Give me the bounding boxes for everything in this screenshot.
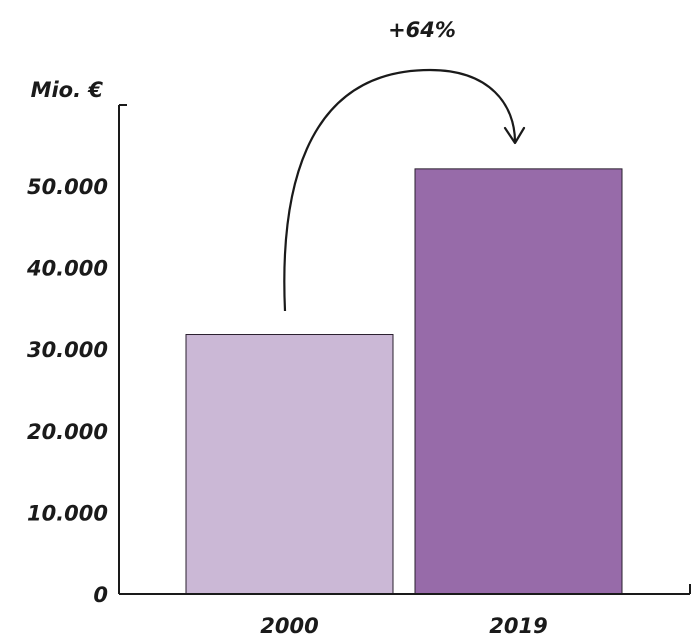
x-tick-label: 2000 xyxy=(260,614,318,638)
y-tick-labels: 0 10.000 20.000 30.000 40.000 50.000 xyxy=(26,175,108,607)
y-axis-label: Mio. € xyxy=(31,78,104,102)
bar-2019 xyxy=(414,168,623,595)
arrow-head xyxy=(503,126,526,145)
growth-annotation: +64% xyxy=(388,18,456,42)
x-tick-labels: 2000 2019 xyxy=(260,614,547,638)
axes-group xyxy=(118,104,691,595)
y-tick-label: 40.000 xyxy=(26,257,108,281)
y-tick-label: 20.000 xyxy=(27,420,108,444)
bars-group xyxy=(185,168,623,595)
y-tick-label: 0 xyxy=(93,583,108,607)
x-tick-label: 2019 xyxy=(489,614,547,638)
bar-2000 xyxy=(185,334,394,595)
y-tick-label: 10.000 xyxy=(27,501,108,525)
growth-arrow xyxy=(283,68,517,312)
y-tick-label: 30.000 xyxy=(27,338,108,362)
y-tick-label: 50.000 xyxy=(27,175,108,199)
